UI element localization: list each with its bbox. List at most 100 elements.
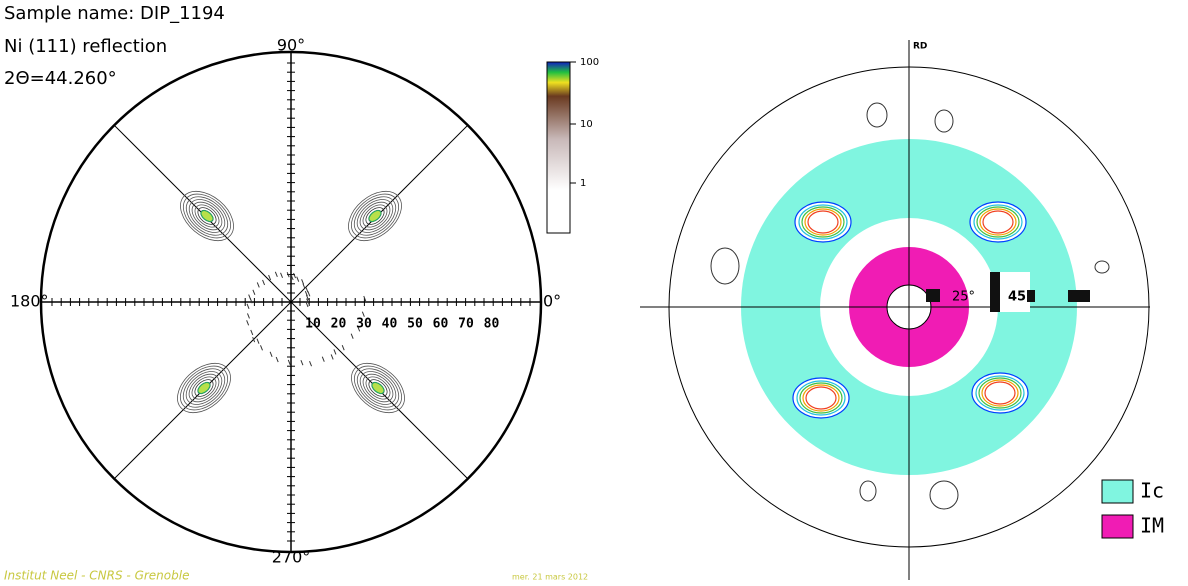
contour [984, 381, 1016, 405]
noise [290, 274, 294, 281]
noise [306, 298, 310, 304]
colorbar-label: 1 [580, 178, 586, 189]
contour [981, 379, 1019, 407]
contour [197, 207, 217, 225]
contour [356, 199, 394, 233]
noise [305, 301, 309, 308]
radial-label: 80 [484, 317, 500, 332]
noise [252, 336, 256, 343]
sample-name: Sample name: DIP_1194 [4, 3, 225, 24]
contour [365, 376, 391, 400]
contour [180, 190, 234, 242]
contour [799, 382, 843, 414]
noise [363, 295, 367, 302]
contour [191, 201, 223, 231]
noise [246, 303, 250, 309]
noise [269, 351, 273, 357]
contour [354, 365, 402, 411]
noise [250, 329, 254, 336]
noise [247, 313, 250, 319]
reflection: Ni (111) reflection [4, 36, 167, 57]
legend-swatch [1101, 479, 1134, 504]
noise [307, 291, 311, 297]
marker [926, 289, 940, 302]
noise [361, 311, 365, 317]
radial-label: 10 [305, 317, 321, 332]
noise [321, 356, 325, 362]
contour [356, 368, 400, 408]
contour [351, 362, 405, 414]
legend-label: Ic [1140, 479, 1164, 503]
radial-label: 60 [433, 317, 449, 332]
axis-label: RD [913, 42, 927, 52]
noise [357, 326, 361, 332]
contour [866, 102, 888, 128]
spot-core [368, 210, 382, 222]
noise [268, 274, 272, 281]
contour [801, 206, 845, 238]
contour [982, 210, 1014, 234]
contour [934, 109, 954, 133]
contour [979, 208, 1017, 236]
noise [350, 333, 354, 339]
contour [796, 380, 846, 416]
noise [286, 272, 290, 278]
contour [348, 190, 402, 242]
contour [180, 365, 228, 411]
radial-label: 40 [382, 317, 398, 332]
noise [260, 345, 263, 351]
spot-core [200, 210, 214, 222]
noise [300, 359, 304, 366]
contour [359, 371, 397, 405]
contour [362, 204, 388, 228]
contour [194, 204, 220, 228]
radial-label: 70 [458, 317, 474, 332]
spot-core [371, 382, 385, 394]
contour [182, 368, 226, 408]
contour [802, 384, 840, 412]
contour [798, 204, 848, 240]
colorbar-label: 100 [580, 57, 599, 68]
marker [1027, 290, 1035, 302]
noise [280, 272, 284, 279]
contour [359, 201, 391, 231]
contour [976, 206, 1020, 238]
contour [859, 480, 877, 502]
legend-swatch [1101, 514, 1134, 539]
contour [807, 210, 839, 234]
noise [256, 338, 260, 344]
noise [341, 345, 345, 351]
noise [296, 276, 300, 282]
noise [256, 282, 260, 288]
contour [365, 207, 385, 225]
angle-label: 25° [952, 290, 975, 305]
angle-label: 180° [10, 292, 49, 311]
contour [710, 247, 740, 285]
noise [262, 279, 266, 286]
noise [309, 360, 312, 367]
radial-label: 20 [331, 317, 347, 332]
noise [287, 359, 291, 366]
angle-label: 270° [272, 548, 311, 567]
radial-label: 50 [407, 317, 423, 332]
contour [805, 386, 837, 410]
angle-label: 0° [543, 292, 561, 311]
noise [252, 289, 256, 295]
noise [249, 297, 253, 304]
label-bg [1000, 272, 1030, 312]
contour [353, 196, 397, 236]
legend-label: IM [1140, 514, 1164, 538]
noise [304, 290, 308, 297]
contour [351, 193, 399, 239]
marker [990, 272, 1000, 312]
contour [978, 377, 1022, 409]
colorbar [546, 61, 571, 234]
noise [302, 283, 306, 289]
contour [929, 480, 959, 510]
contour [185, 196, 229, 236]
contour [804, 208, 842, 236]
marker [1068, 290, 1090, 302]
contour [183, 193, 231, 239]
noise [246, 320, 250, 326]
